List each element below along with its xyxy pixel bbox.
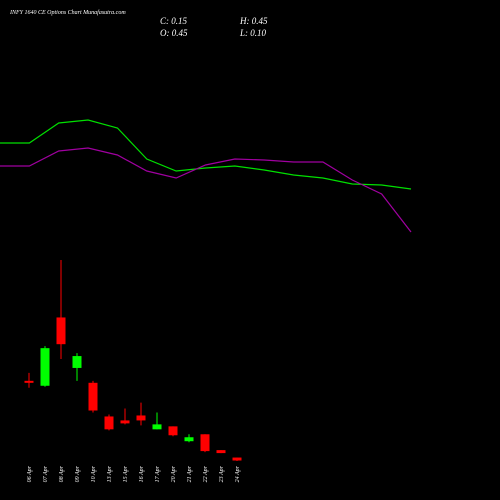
x-tick-label: 07 Apr [43,465,49,482]
candle-body [24,380,34,383]
info-open: O: 0.45 [160,28,188,38]
x-tick-label: 22 Apr [203,465,209,482]
x-tick-label: 06 Apr [27,465,33,482]
x-tick-label: 13 Apr [107,465,113,482]
info-low: L: 0.10 [239,28,267,38]
candle-body [56,317,66,345]
candle-body [232,457,242,461]
info-close: C: 0.15 [160,16,188,26]
candle-body [72,356,82,368]
x-tick-label: 16 Apr [139,465,145,482]
candle-body [216,450,226,454]
chart-title: INFY 1640 CE Options Chart Munafasutra.c… [9,9,126,16]
candle-body [40,348,50,386]
info-high: H: 0.45 [239,16,268,26]
x-tick-label: 15 Apr [123,465,129,482]
x-tick-label: 21 Apr [187,465,193,482]
x-tick-label: 20 Apr [171,465,177,482]
candle-body [152,424,162,430]
candle-body [136,415,146,421]
candle-body [120,420,130,424]
x-tick-label: 10 Apr [91,465,97,482]
candle-body [184,437,194,442]
x-tick-label: 23 Apr [219,465,225,482]
x-tick-label: 09 Apr [75,465,81,482]
candle-body [88,382,98,411]
candle-body [200,434,210,452]
candle-body [104,416,114,430]
moving-average-line [0,119,412,190]
candle-body [168,426,178,436]
x-tick-label: 17 Apr [155,465,161,482]
moving-average-line [0,147,412,233]
x-tick-label: 24 Apr [234,465,241,482]
x-tick-label: 08 Apr [59,465,65,482]
